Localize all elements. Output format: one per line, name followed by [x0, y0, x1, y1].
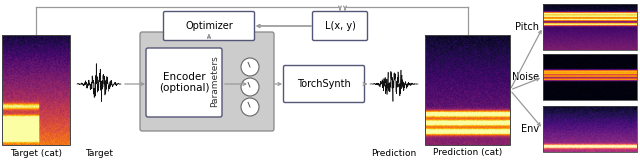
FancyBboxPatch shape — [312, 12, 367, 41]
Circle shape — [241, 58, 259, 76]
Text: Noise: Noise — [512, 72, 539, 82]
Text: Prediction: Prediction — [371, 148, 417, 157]
Text: Encoder
(optional): Encoder (optional) — [159, 72, 209, 93]
Text: Parameters: Parameters — [211, 56, 220, 107]
Bar — [543, 54, 637, 100]
FancyBboxPatch shape — [140, 32, 274, 131]
Bar — [543, 106, 637, 152]
Circle shape — [241, 78, 259, 96]
Text: Optimizer: Optimizer — [185, 21, 233, 31]
Text: Target: Target — [85, 148, 113, 157]
Text: TorchSynth: TorchSynth — [297, 79, 351, 89]
Text: Env: Env — [521, 124, 539, 134]
Circle shape — [241, 98, 259, 116]
Text: Pitch: Pitch — [515, 22, 539, 32]
FancyBboxPatch shape — [146, 48, 222, 117]
FancyBboxPatch shape — [163, 12, 255, 41]
Text: Prediction (cat): Prediction (cat) — [433, 148, 502, 157]
FancyBboxPatch shape — [284, 65, 365, 103]
Text: Target (cat): Target (cat) — [10, 148, 62, 157]
Text: L(x, y): L(x, y) — [324, 21, 355, 31]
Bar — [543, 4, 637, 50]
Bar — [425, 35, 510, 145]
Bar — [2, 35, 70, 145]
